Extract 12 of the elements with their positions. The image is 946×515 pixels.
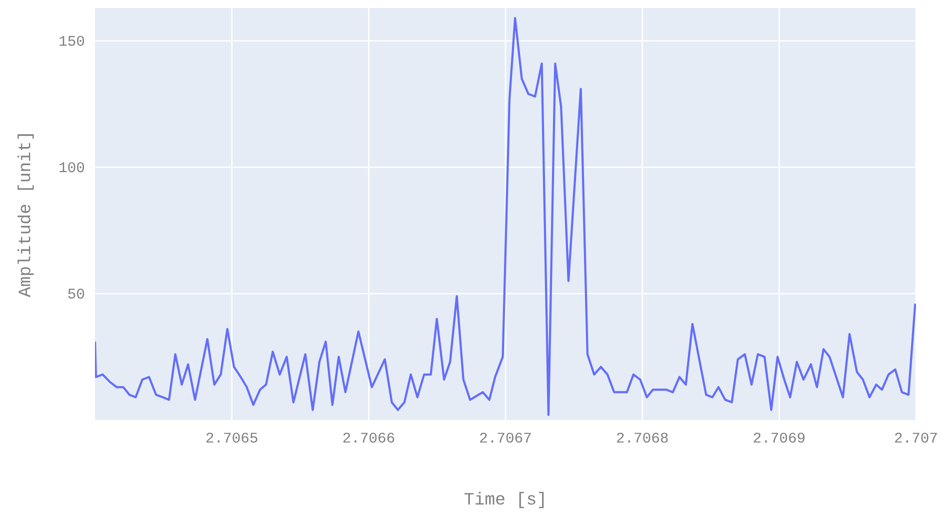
x-tick-label: 2.7068 (616, 432, 668, 443)
y-tick-label: 100 (60, 162, 84, 172)
x-tick-label: 2.7069 (754, 432, 805, 443)
x-tick-label: 2.7067 (480, 432, 531, 443)
x-tick-label: 2.707 (895, 432, 937, 443)
y-tick-label: 50 (68, 288, 84, 299)
x-axis-title: Time [s] (464, 492, 544, 508)
line-series (95, 17, 916, 416)
x-tick-label: 2.7066 (343, 432, 394, 443)
y-tick-label: 150 (60, 36, 84, 46)
x-tick-label: 2.7065 (206, 432, 258, 443)
y-axis-title: Amplitude [unit] (18, 134, 34, 298)
